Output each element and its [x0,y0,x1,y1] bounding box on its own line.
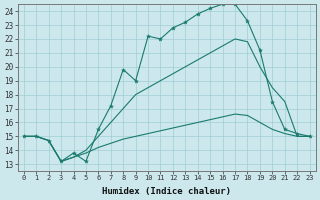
X-axis label: Humidex (Indice chaleur): Humidex (Indice chaleur) [102,187,231,196]
